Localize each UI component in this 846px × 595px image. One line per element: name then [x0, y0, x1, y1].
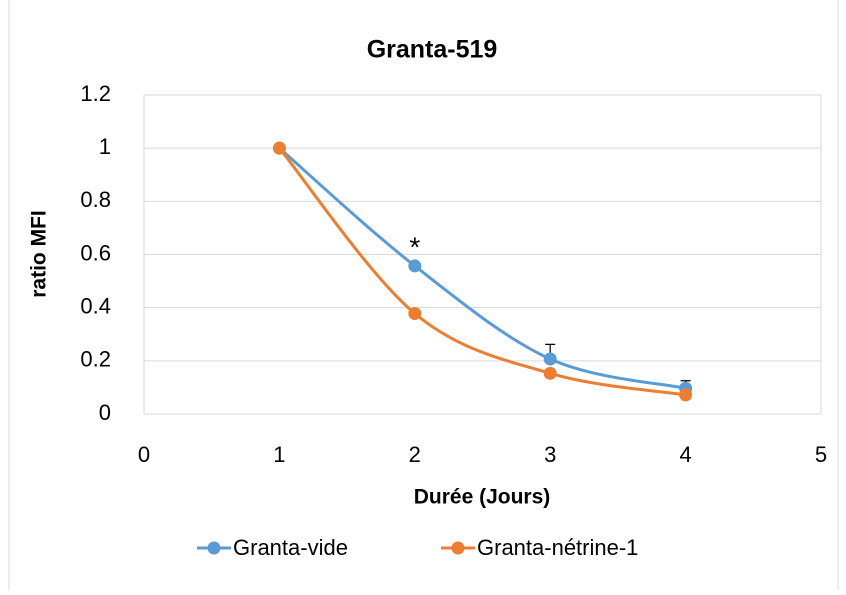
y-tick-label: 0.4: [80, 293, 111, 318]
series-line: [278, 147, 686, 390]
x-tick-label: 3: [544, 442, 556, 467]
annotation: *: [409, 232, 420, 263]
x-tick-label: 5: [815, 442, 827, 467]
data-point: [679, 388, 693, 402]
x-tick-label: 4: [679, 442, 691, 467]
y-tick-label: 1: [99, 134, 111, 159]
legend-label: Granta-nétrine-1: [477, 535, 638, 560]
legend-marker: [451, 541, 465, 555]
chart-border: [8, 0, 839, 595]
y-tick-label: 0.2: [80, 347, 111, 372]
y-tick-label: 0.6: [80, 240, 111, 265]
data-point: [408, 307, 422, 321]
y-tick-label: 0.8: [80, 187, 111, 212]
x-tick-label: 1: [273, 442, 285, 467]
y-axis-label: ratio MFI: [28, 210, 51, 298]
y-tick-label: 1.2: [80, 81, 111, 106]
data-point: [272, 141, 286, 155]
data-point: [543, 366, 557, 380]
data-point: [543, 352, 557, 366]
legend-marker: [207, 541, 221, 555]
x-tick-label: 0: [138, 442, 150, 467]
x-axis-label: Durée (Jours): [414, 486, 551, 509]
data-point: [408, 259, 422, 273]
y-tick-label: 0: [99, 400, 111, 425]
x-tick-label: 2: [409, 442, 421, 467]
chart-title: Granta-519: [367, 36, 498, 64]
legend-label: Granta-vide: [233, 535, 348, 560]
series-line: [278, 147, 686, 397]
